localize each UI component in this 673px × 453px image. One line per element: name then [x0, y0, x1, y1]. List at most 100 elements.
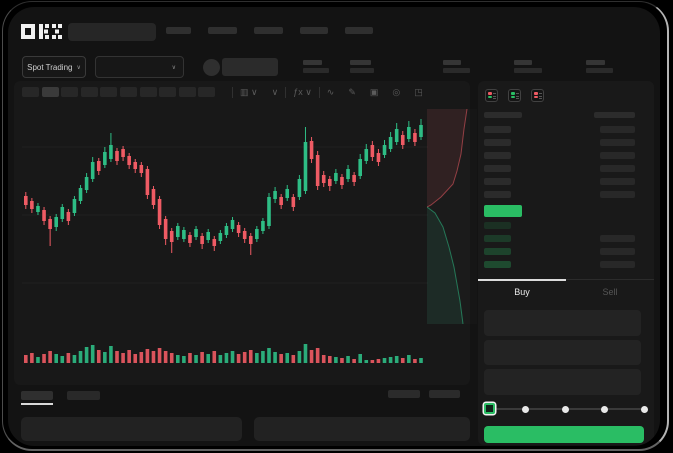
market-type-label: Spot Trading: [27, 62, 73, 72]
bid-row-1[interactable]: [484, 235, 635, 242]
trade-tabbar: Buy Sell: [478, 279, 654, 303]
pair-name-placeholder: [222, 58, 278, 76]
stat-value-placeholder: [586, 68, 613, 73]
book-bids-icon[interactable]: [508, 89, 521, 102]
timeframe-button-9[interactable]: [198, 87, 216, 97]
ask-row-1[interactable]: [484, 139, 635, 146]
toggle-gray-bars: [493, 93, 496, 99]
candle-type-icon[interactable]: ▥ ∨: [232, 86, 265, 98]
ask-price-placeholder: [484, 126, 511, 133]
ask-amount-placeholder: [600, 178, 635, 185]
ask-rows: [484, 126, 635, 204]
okx-logo[interactable]: [21, 24, 63, 39]
tab-buy[interactable]: Buy: [514, 286, 530, 297]
candlestick-chart[interactable]: [22, 104, 428, 366]
timeframe-button-4[interactable]: [100, 87, 118, 97]
toggle-gray-bars: [516, 93, 519, 99]
fullscreen-icon[interactable]: ◳: [414, 86, 423, 97]
ask-price-placeholder: [484, 152, 511, 159]
chevron-down-icon: ∨: [76, 64, 81, 71]
bottom-action-placeholder-2[interactable]: [429, 390, 460, 398]
stat-value-placeholder: [443, 68, 470, 73]
nav-item-placeholder-1[interactable]: [208, 27, 237, 34]
app-screen: Spot Trading ∨ ∨ ▥ ∨ ∨ ƒx ∨ ∿ ✎ ▣ ◎ ◳ Buy Sell: [8, 7, 660, 446]
price-column-header-placeholder: [484, 112, 522, 118]
search-input-placeholder[interactable]: [68, 23, 156, 41]
timeframe-button-7[interactable]: [159, 87, 177, 97]
timeframe-button-8[interactable]: [178, 87, 196, 97]
active-tab-indicator: [478, 279, 566, 281]
book-all-icon[interactable]: [485, 89, 498, 102]
ask-row-2[interactable]: [484, 152, 635, 159]
timeframe-button-3[interactable]: [80, 87, 98, 97]
ask-price-placeholder: [484, 191, 511, 198]
chart-style-dropdown-icon[interactable]: ∨: [271, 86, 279, 97]
main-nav-placeholders: [166, 27, 373, 34]
timer-icon[interactable]: ◎: [392, 86, 401, 97]
stat-label-placeholder: [586, 60, 605, 65]
bid-row-3[interactable]: [484, 261, 635, 268]
toggle-color-bars: [511, 92, 515, 99]
order-field-0[interactable]: [484, 310, 641, 336]
screenshot-icon[interactable]: ▣: [369, 86, 379, 97]
nav-item-placeholder-0[interactable]: [166, 27, 191, 34]
ask-row-4[interactable]: [484, 178, 635, 185]
toggle-color-bars: [488, 92, 492, 99]
pair-selector-dropdown[interactable]: ∨: [95, 56, 184, 78]
book-asks-icon[interactable]: [531, 89, 544, 102]
bottom-tab-placeholder[interactable]: [67, 391, 100, 400]
ask-amount-placeholder: [600, 139, 635, 146]
buy-submit-button[interactable]: [484, 426, 644, 443]
indicators-icon[interactable]: ƒx ∨: [285, 86, 319, 98]
ask-amount-placeholder: [600, 191, 635, 198]
bid-row-0[interactable]: [484, 222, 635, 229]
timeframe-button-1[interactable]: [41, 87, 59, 97]
stat-label-placeholder: [303, 60, 322, 65]
draw-tool-icon[interactable]: ✎: [348, 86, 356, 97]
amount-column-header-placeholder: [594, 112, 635, 118]
ask-amount-placeholder: [600, 165, 635, 172]
ask-amount-placeholder: [600, 126, 635, 133]
order-field-1[interactable]: [484, 340, 641, 365]
ask-row-0[interactable]: [484, 126, 635, 133]
ask-row-3[interactable]: [484, 165, 635, 172]
bottom-tab-indicator: [21, 403, 53, 405]
ticker-stat-0: [303, 60, 329, 73]
ticker-stat-1: [514, 60, 542, 73]
bid-row-2[interactable]: [484, 248, 635, 255]
slider-stop-1[interactable]: [522, 405, 529, 413]
bottom-action-placeholder-1[interactable]: [388, 390, 420, 398]
order-form-fields: [484, 310, 641, 399]
bid-rows: [484, 222, 635, 274]
stat-label-placeholder: [514, 60, 532, 65]
timeframe-button-5[interactable]: [119, 87, 137, 97]
bottom-tab-active-placeholder[interactable]: [21, 391, 53, 400]
slider-stop-3[interactable]: [601, 405, 608, 413]
orderbook-header: [484, 112, 635, 118]
timeframe-button-6[interactable]: [139, 87, 157, 97]
ticker-stats-left: [303, 60, 374, 73]
slider-stop-2[interactable]: [561, 405, 569, 413]
market-type-selector[interactable]: Spot Trading ∨: [22, 56, 86, 78]
ask-row-5[interactable]: [484, 191, 635, 198]
ask-price-placeholder: [484, 165, 511, 172]
bid-price-placeholder: [484, 261, 511, 268]
bid-amount-empty: [600, 222, 635, 229]
stat-label-placeholder: [443, 60, 461, 65]
ticker-stats-right: [443, 60, 613, 73]
line-tool-icon[interactable]: ∿: [318, 86, 342, 98]
last-price-bar[interactable]: [484, 205, 522, 217]
bid-amount-placeholder: [600, 248, 635, 255]
tab-sell[interactable]: Sell: [602, 286, 618, 297]
order-field-2[interactable]: [484, 369, 641, 395]
timeframe-button-0[interactable]: [22, 87, 39, 97]
nav-item-placeholder-2[interactable]: [254, 27, 283, 34]
nav-item-placeholder-4[interactable]: [345, 27, 373, 34]
slider-handle[interactable]: [484, 403, 495, 414]
orders-table-placeholder-right: [254, 417, 470, 441]
nav-item-placeholder-3[interactable]: [300, 27, 328, 34]
slider-stop-4[interactable]: [640, 405, 648, 413]
coin-avatar: [203, 59, 220, 76]
timeframe-button-2[interactable]: [61, 87, 79, 97]
timeframe-buttons: [22, 87, 216, 97]
